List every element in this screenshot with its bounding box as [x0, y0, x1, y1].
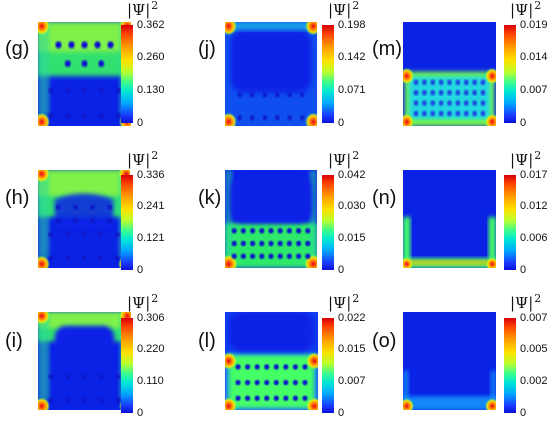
colorbar-tick-label: 0 — [338, 117, 345, 129]
density-map — [225, 22, 317, 126]
colorbar-tick-label: 0.110 — [137, 374, 164, 387]
density-map — [38, 312, 131, 410]
colorbar-tick-label: 0.362 — [137, 19, 165, 31]
colorbar-title: |Ψ|2 — [510, 149, 541, 169]
density-plot — [403, 170, 496, 268]
colorbar-tick-label: 0 — [520, 117, 527, 129]
colorbar-tick-label: 0 — [338, 264, 345, 276]
colorbar-title-text: |Ψ| — [127, 1, 151, 19]
density-map — [403, 170, 496, 268]
colorbar-tick-label: 0.260 — [137, 51, 165, 64]
colorbar-title-exponent: 2 — [151, 0, 159, 12]
colorbar-tick-label: 0.121 — [137, 231, 165, 244]
colorbar-tick-label: 0.007 — [520, 83, 548, 96]
colorbar-tick-label: 0.220 — [137, 343, 165, 356]
colorbar-tick-label: 0.005 — [520, 343, 548, 356]
colorbar-title: |Ψ|2 — [127, 0, 159, 19]
colorbar-title: |Ψ|2 — [510, 0, 542, 19]
colorbar-title: |Ψ|2 — [127, 292, 158, 312]
colorbar-tick-label: 0.042 — [338, 169, 366, 181]
colorbar-title-exponent: 2 — [534, 149, 542, 162]
colorbar-tick-label: 0.007 — [338, 374, 366, 387]
colorbar-tick-label: 0 — [137, 264, 144, 276]
colorbar-title-text: |Ψ| — [127, 294, 151, 312]
colorbar — [121, 318, 133, 413]
colorbar-title-exponent: 2 — [352, 292, 360, 305]
colorbar-tick-label: 0.002 — [520, 374, 548, 387]
colorbar-tick-label: 0 — [520, 264, 527, 276]
colorbar-title-exponent: 2 — [352, 149, 360, 162]
density-plot — [225, 170, 317, 268]
colorbar-tick-label: 0.306 — [137, 312, 165, 324]
density-map — [403, 312, 496, 410]
panel-label: (k) — [198, 187, 222, 209]
colorbar — [504, 25, 516, 123]
colorbar-tick-label: 0.015 — [338, 231, 366, 244]
colorbar-title: |Ψ|2 — [328, 0, 360, 19]
panel-label: (h) — [5, 187, 30, 209]
density-plot — [38, 170, 130, 268]
panel-label: (n) — [372, 187, 397, 209]
colorbar-tick-label: 0.012 — [520, 200, 548, 213]
colorbar — [504, 175, 516, 270]
panel-label: (o) — [372, 330, 397, 352]
density-map — [38, 170, 130, 268]
panel-label: (l) — [198, 330, 216, 352]
colorbar-title-exponent: 2 — [151, 292, 159, 305]
colorbar-title-text: |Ψ| — [510, 151, 534, 169]
colorbar-tick-label: 0.198 — [338, 19, 366, 31]
colorbar-title-exponent: 2 — [534, 292, 542, 305]
density-plot — [403, 312, 496, 410]
density-map — [225, 312, 318, 410]
density-plot — [403, 22, 496, 126]
colorbar-tick-label: 0 — [137, 117, 144, 129]
colorbar-title-text: |Ψ| — [510, 1, 534, 19]
colorbar-tick-label: 0.130 — [137, 83, 165, 96]
colorbar-tick-label: 0.022 — [338, 312, 366, 324]
density-map — [38, 22, 131, 126]
colorbar-title-exponent: 2 — [352, 0, 360, 12]
density-plot — [38, 22, 131, 126]
colorbar — [121, 175, 133, 270]
colorbar-title: |Ψ|2 — [328, 149, 359, 169]
panel-label: (m) — [372, 38, 402, 60]
colorbar — [322, 175, 334, 270]
colorbar-tick-label: 0.241 — [137, 200, 165, 213]
colorbar-title: |Ψ|2 — [510, 292, 541, 312]
colorbar-tick-label: 0.071 — [338, 83, 366, 96]
colorbar-tick-label: 0.015 — [338, 343, 366, 356]
colorbar-title: |Ψ|2 — [328, 292, 359, 312]
colorbar-tick-label: 0.019 — [520, 19, 548, 31]
colorbar — [322, 25, 334, 123]
colorbar-title-text: |Ψ| — [127, 151, 151, 169]
colorbar — [121, 25, 133, 123]
colorbar-tick-label: 0.336 — [137, 169, 165, 181]
colorbar-tick-label: 0 — [338, 407, 345, 419]
colorbar-title-exponent: 2 — [151, 149, 159, 162]
panel-label: (j) — [198, 38, 216, 60]
density-plot — [225, 312, 318, 410]
colorbar-title-exponent: 2 — [534, 0, 542, 12]
colorbar-tick-label: 0 — [520, 407, 527, 419]
panel-label: (i) — [5, 330, 23, 352]
density-map — [225, 170, 317, 268]
colorbar — [504, 318, 516, 413]
colorbar-title-text: |Ψ| — [510, 294, 534, 312]
colorbar-title-text: |Ψ| — [328, 1, 352, 19]
colorbar-tick-label: 0.014 — [520, 51, 548, 64]
colorbar-title: |Ψ|2 — [127, 149, 158, 169]
colorbar-title-text: |Ψ| — [328, 294, 352, 312]
colorbar-tick-label: 0.007 — [520, 312, 548, 324]
density-map — [403, 22, 496, 126]
colorbar — [322, 318, 334, 413]
colorbar-tick-label: 0.017 — [520, 169, 548, 181]
colorbar-tick-label: 0.006 — [520, 231, 548, 244]
density-plot — [225, 22, 317, 126]
panel-label: (g) — [5, 38, 30, 60]
colorbar-tick-label: 0.030 — [338, 200, 366, 213]
colorbar-tick-label: 0 — [137, 407, 144, 419]
colorbar-title-text: |Ψ| — [328, 151, 352, 169]
density-plot — [38, 312, 131, 410]
colorbar-tick-label: 0.142 — [338, 51, 366, 64]
